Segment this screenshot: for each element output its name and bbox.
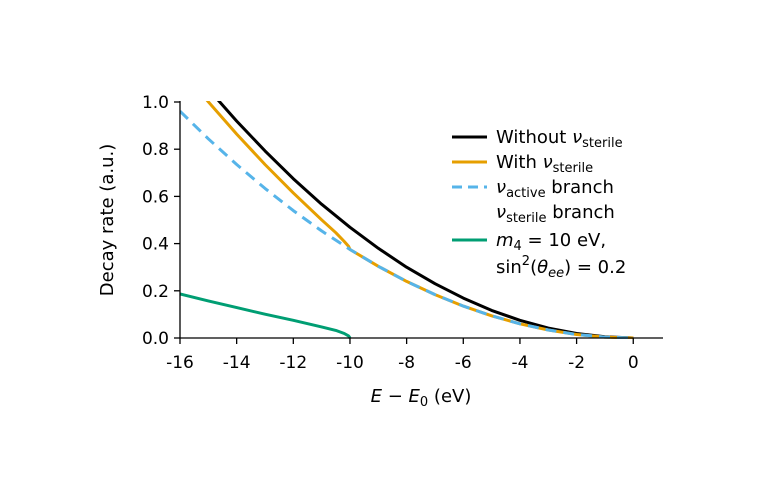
y-tick-label: 0.4 <box>142 235 169 255</box>
y-tick-label: 0.0 <box>142 329 169 349</box>
series-layer <box>180 101 634 339</box>
x-tick-label: -14 <box>223 353 251 373</box>
x-ticks: -16 -14 -12 -10 -8 -6 -4 -2 0 <box>166 338 639 373</box>
x-tick-label: 0 <box>628 353 639 373</box>
legend-label-sterile: νsterile branch <box>496 202 615 226</box>
legend-label-sterile-mixing: sin2(θee) = 0.2 <box>496 254 626 281</box>
y-tick-label: 0.8 <box>142 140 169 160</box>
x-tick-label: -10 <box>336 353 364 373</box>
series-line-3 <box>180 292 352 339</box>
x-tick-label: -2 <box>568 353 585 373</box>
series-line-0 <box>216 101 634 339</box>
y-ticks: 0.0 0.2 0.4 0.6 0.8 1.0 <box>142 93 180 349</box>
y-tick-label: 0.6 <box>142 187 169 207</box>
x-tick-label: -4 <box>511 353 528 373</box>
y-tick-label: 0.2 <box>142 282 169 302</box>
legend-label-active: νactive branch <box>496 177 614 201</box>
x-axis-label: E − E0 (eV) <box>371 386 472 410</box>
legend-label-without: Without νsterile <box>496 127 623 151</box>
y-tick-label: 1.0 <box>142 93 169 113</box>
legend-label-sterile-mass: m4 = 10 eV, <box>496 230 606 254</box>
legend-label-with: With νsterile <box>496 152 593 176</box>
x-tick-label: -12 <box>279 353 307 373</box>
y-axis-label: Decay rate (a.u.) <box>97 144 118 296</box>
x-tick-label: -16 <box>166 353 194 373</box>
x-tick-label: -8 <box>398 353 415 373</box>
x-tick-label: -6 <box>455 353 472 373</box>
legend: Without νsterile With νsterile νactive b… <box>452 127 626 281</box>
